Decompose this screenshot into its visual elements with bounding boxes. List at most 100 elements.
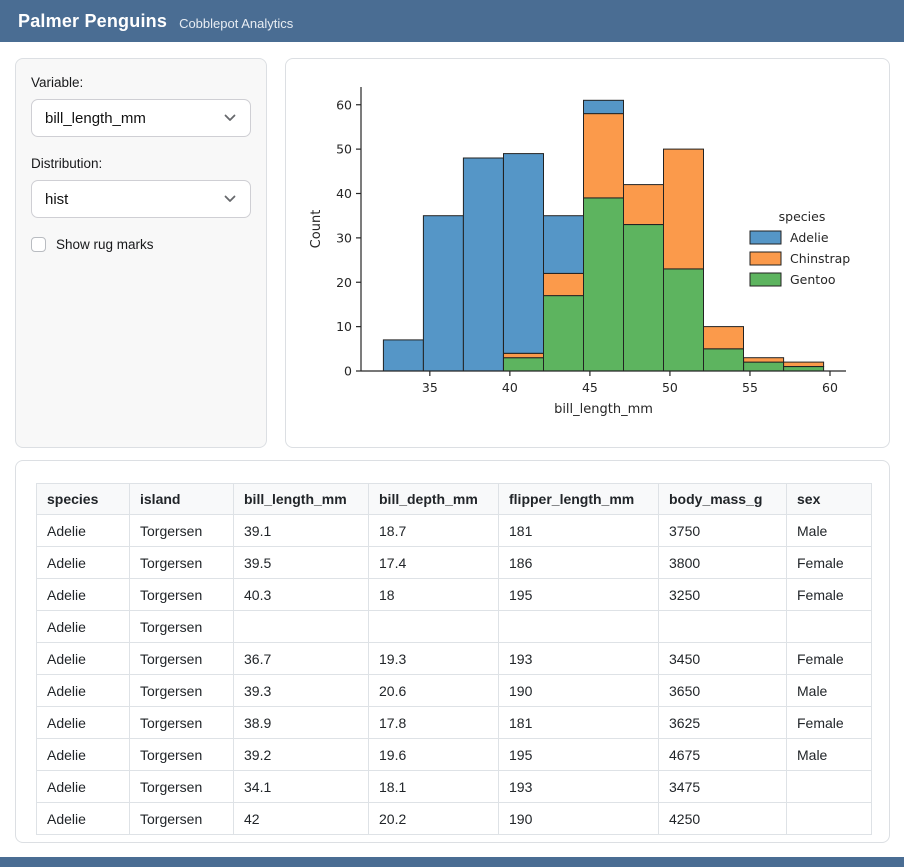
table-cell <box>659 611 787 643</box>
table-cell <box>499 611 659 643</box>
table-cell: 40.3 <box>234 579 369 611</box>
table-cell: 193 <box>499 771 659 803</box>
app-page: Palmer Penguins Cobblepot Analytics Vari… <box>0 0 904 867</box>
variable-select[interactable]: bill_length_mm <box>31 99 251 137</box>
table-cell: 4250 <box>659 803 787 835</box>
table-cell: Female <box>787 547 872 579</box>
table-cell: 38.9 <box>234 707 369 739</box>
y-tick-label: 50 <box>336 142 352 157</box>
table-cell: Torgersen <box>130 707 234 739</box>
table-cell: 3250 <box>659 579 787 611</box>
legend-swatch-gentoo <box>750 273 781 286</box>
table-cell: Adelie <box>37 515 130 547</box>
data-table-card: speciesislandbill_length_mmbill_depth_mm… <box>15 460 890 843</box>
bar-segment-gentoo <box>704 349 744 371</box>
table-cell: 17.4 <box>369 547 499 579</box>
column-header: sex <box>787 484 872 515</box>
bar-segment-chinstrap <box>784 362 824 366</box>
table-cell: 39.2 <box>234 739 369 771</box>
bar-segment-adelie <box>423 216 463 371</box>
table-cell: 4675 <box>659 739 787 771</box>
controls-sidebar: Variable: bill_length_mm Distribution: h… <box>15 58 267 448</box>
table-body: AdelieTorgersen39.118.71813750MaleAdelie… <box>37 515 872 835</box>
table-cell: 34.1 <box>234 771 369 803</box>
y-tick-label: 40 <box>336 186 352 201</box>
table-cell: 20.2 <box>369 803 499 835</box>
table-cell: Torgersen <box>130 675 234 707</box>
table-cell: Torgersen <box>130 547 234 579</box>
distribution-label: Distribution: <box>31 156 251 171</box>
table-cell: 18.1 <box>369 771 499 803</box>
column-header: flipper_length_mm <box>499 484 659 515</box>
table-cell: Female <box>787 643 872 675</box>
table-cell: Adelie <box>37 803 130 835</box>
bar-segment-adelie <box>544 216 584 274</box>
table-cell: 39.3 <box>234 675 369 707</box>
chevron-down-icon <box>224 195 236 203</box>
table-cell: Female <box>787 579 872 611</box>
table-cell: 181 <box>499 515 659 547</box>
app-title: Palmer Penguins <box>18 11 167 32</box>
table-row: AdelieTorgersen34.118.11933475 <box>37 771 872 803</box>
bar-segment-chinstrap <box>624 185 664 225</box>
column-header: bill_length_mm <box>234 484 369 515</box>
table-row: AdelieTorgersen <box>37 611 872 643</box>
table-cell: 20.6 <box>369 675 499 707</box>
y-tick-label: 0 <box>344 364 352 379</box>
table-cell: Adelie <box>37 771 130 803</box>
table-header-row: speciesislandbill_length_mmbill_depth_mm… <box>37 484 872 515</box>
table-cell <box>234 611 369 643</box>
column-header: body_mass_g <box>659 484 787 515</box>
table-cell: 3750 <box>659 515 787 547</box>
table-cell: Adelie <box>37 739 130 771</box>
table-cell: Torgersen <box>130 643 234 675</box>
distribution-select[interactable]: hist <box>31 180 251 218</box>
column-header: island <box>130 484 234 515</box>
rug-checkbox[interactable] <box>31 237 46 252</box>
table-row: AdelieTorgersen36.719.31933450Female <box>37 643 872 675</box>
table-cell: 3625 <box>659 707 787 739</box>
table-cell: 190 <box>499 675 659 707</box>
table-cell: Torgersen <box>130 515 234 547</box>
table-row: AdelieTorgersen39.320.61903650Male <box>37 675 872 707</box>
table-cell: 39.5 <box>234 547 369 579</box>
table-cell: Adelie <box>37 643 130 675</box>
legend-swatch-chinstrap <box>750 252 781 265</box>
bar-segment-chinstrap <box>744 358 784 362</box>
histogram-card: 3540455055600102030405060bill_length_mmC… <box>285 58 890 448</box>
table-row: AdelieTorgersen39.219.61954675Male <box>37 739 872 771</box>
table-cell <box>787 611 872 643</box>
bar-segment-gentoo <box>584 198 624 371</box>
app-subtitle: Cobblepot Analytics <box>179 16 293 31</box>
y-tick-label: 30 <box>336 230 352 245</box>
table-cell: Adelie <box>37 675 130 707</box>
table-cell: 186 <box>499 547 659 579</box>
table-cell: Torgersen <box>130 739 234 771</box>
bar-segment-adelie <box>463 158 503 371</box>
bar-segment-gentoo <box>744 362 784 371</box>
table-cell: 193 <box>499 643 659 675</box>
table-cell: 18.7 <box>369 515 499 547</box>
x-tick-label: 45 <box>582 380 598 395</box>
bar-segment-chinstrap <box>664 149 704 269</box>
header-navbar: Palmer Penguins Cobblepot Analytics <box>0 0 904 42</box>
table-cell: 19.3 <box>369 643 499 675</box>
legend-label: Adelie <box>790 230 829 245</box>
y-tick-label: 20 <box>336 275 352 290</box>
bar-segment-chinstrap <box>544 273 584 295</box>
column-header: bill_depth_mm <box>369 484 499 515</box>
table-cell: Torgersen <box>130 579 234 611</box>
bar-segment-gentoo <box>504 358 544 371</box>
table-cell: 3475 <box>659 771 787 803</box>
column-header: species <box>37 484 130 515</box>
table-cell <box>787 771 872 803</box>
table-cell: Torgersen <box>130 771 234 803</box>
table-cell <box>369 611 499 643</box>
table-row: AdelieTorgersen4220.21904250 <box>37 803 872 835</box>
table-cell: Adelie <box>37 579 130 611</box>
y-axis-label: Count <box>309 210 324 249</box>
table-cell: Adelie <box>37 547 130 579</box>
table-cell: 195 <box>499 579 659 611</box>
bar-segment-adelie <box>383 340 423 371</box>
bar-segment-gentoo <box>664 269 704 371</box>
